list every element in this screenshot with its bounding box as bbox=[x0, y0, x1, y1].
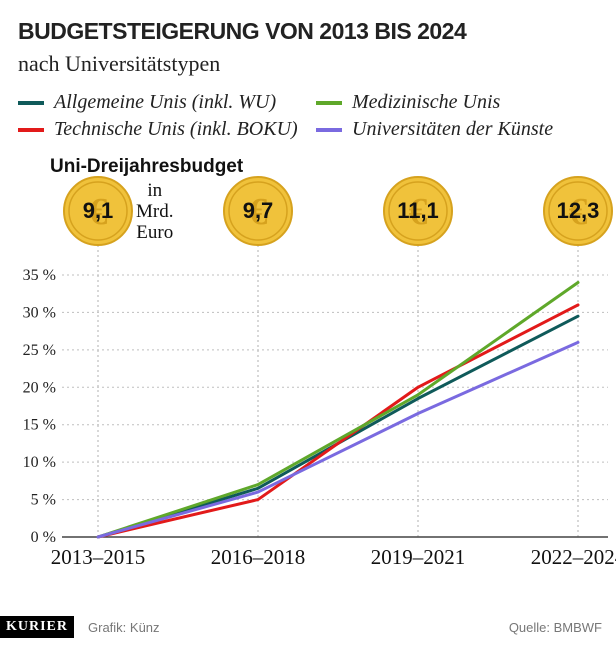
legend: Allgemeine Unis (inkl. WU) Medizinische … bbox=[18, 91, 606, 141]
legend-swatch bbox=[316, 101, 342, 105]
chart-svg: 0 % 5 % 10 % 15 % 20 % 25 % 30 % 35 % 2013–2015 2… bbox=[18, 155, 616, 575]
graphic-credit: Grafik: Künz bbox=[88, 620, 160, 635]
legend-item: Universitäten der Künste bbox=[316, 118, 606, 141]
svg-text:2019–2021: 2019–2021 bbox=[371, 545, 466, 569]
legend-item: Medizinische Unis bbox=[316, 91, 606, 114]
legend-label: Universitäten der Künste bbox=[352, 118, 553, 141]
budget-unit: in Mrd. Euro bbox=[136, 181, 173, 244]
svg-text:2016–2018: 2016–2018 bbox=[211, 545, 306, 569]
svg-text:5 %: 5 % bbox=[31, 492, 56, 509]
legend-label: Technische Unis (inkl. BOKU) bbox=[54, 118, 298, 141]
svg-text:11,1: 11,1 bbox=[397, 198, 439, 223]
svg-text:0 %: 0 % bbox=[31, 529, 56, 546]
svg-text:15 %: 15 % bbox=[23, 417, 56, 434]
footer: KURIER Grafik: Künz Quelle: BMBWF bbox=[0, 616, 616, 638]
kurier-logo: KURIER bbox=[0, 616, 74, 638]
legend-swatch bbox=[316, 128, 342, 132]
legend-swatch bbox=[18, 128, 44, 132]
svg-text:9,7: 9,7 bbox=[243, 198, 274, 223]
svg-text:35 %: 35 % bbox=[23, 267, 56, 284]
chart-area: Uni-Dreijahresbudget in Mrd. Euro 0 % 5 %… bbox=[18, 155, 606, 575]
legend-item: Technische Unis (inkl. BOKU) bbox=[18, 118, 308, 141]
chart-subtitle: nach Universitätstypen bbox=[18, 51, 606, 77]
budget-header: Uni-Dreijahresbudget bbox=[50, 157, 243, 177]
legend-label: Medizinische Unis bbox=[352, 91, 500, 114]
svg-text:9,1: 9,1 bbox=[83, 198, 114, 223]
svg-text:10 %: 10 % bbox=[23, 454, 56, 471]
svg-text:30 %: 30 % bbox=[23, 304, 56, 321]
svg-text:25 %: 25 % bbox=[23, 342, 56, 359]
legend-item: Allgemeine Unis (inkl. WU) bbox=[18, 91, 308, 114]
chart-title: BUDGETSTEIGERUNG VON 2013 BIS 2024 bbox=[18, 18, 606, 45]
legend-label: Allgemeine Unis (inkl. WU) bbox=[54, 91, 276, 114]
data-source: Quelle: BMBWF bbox=[509, 620, 602, 635]
legend-swatch bbox=[18, 101, 44, 105]
svg-text:2013–2015: 2013–2015 bbox=[51, 545, 146, 569]
svg-text:2022–2024: 2022–2024 bbox=[531, 545, 616, 569]
svg-text:20 %: 20 % bbox=[23, 379, 56, 396]
svg-text:12,3: 12,3 bbox=[557, 198, 600, 223]
